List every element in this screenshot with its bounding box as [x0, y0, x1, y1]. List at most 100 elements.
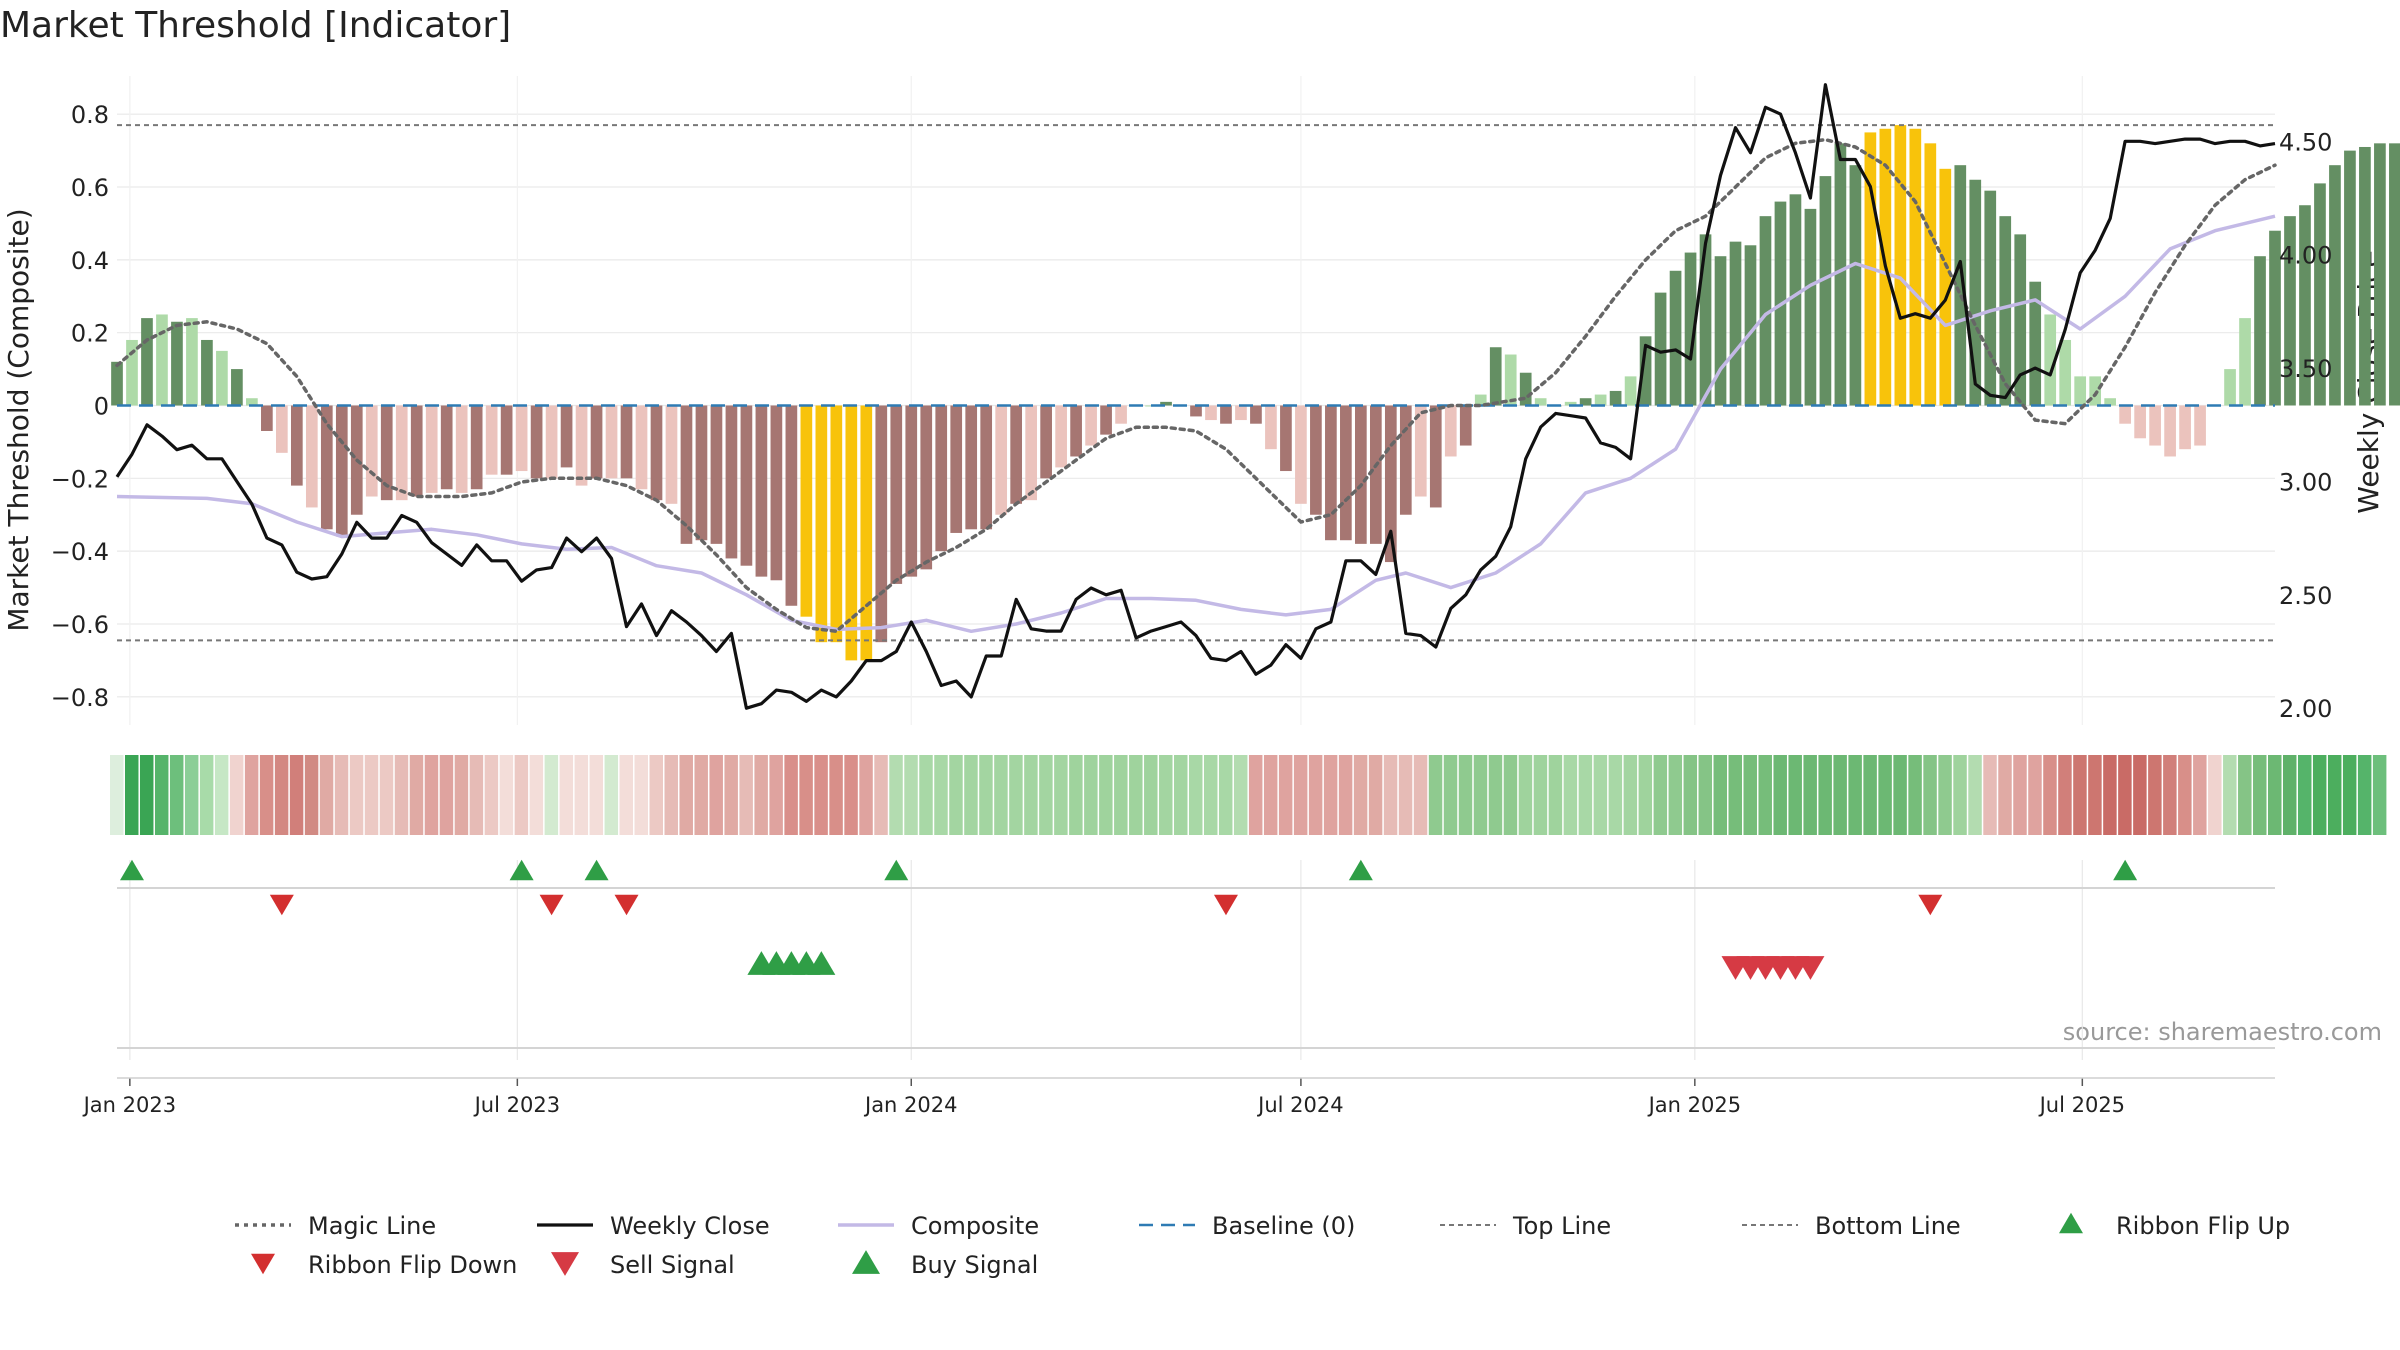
- ribbon-cell: [964, 755, 978, 835]
- x-tick-label: Jan 2023: [82, 1093, 177, 1117]
- histogram-bar: [1265, 405, 1277, 450]
- ribbon-cell: [2118, 755, 2132, 835]
- ribbon-cell: [214, 755, 229, 835]
- ribbon-cell: [814, 755, 828, 835]
- composite-line: [116, 214, 2276, 634]
- ribbon-cell: [574, 755, 589, 835]
- histogram-bar: [2104, 398, 2116, 406]
- ribbon-cell: [589, 755, 604, 835]
- histogram-bar: [2014, 234, 2027, 406]
- histogram-bar: [2029, 281, 2042, 406]
- y-tick-label: −0.6: [51, 611, 109, 639]
- histogram-bar: [1325, 405, 1337, 541]
- ribbon-cell: [124, 755, 139, 835]
- source-label: source: sharemaestro.com: [2063, 1018, 2382, 1046]
- ribbon-cell: [199, 755, 214, 835]
- histogram-bar: [2179, 405, 2191, 450]
- ribbon-cell: [1908, 755, 1922, 835]
- ribbon-cell: [2342, 755, 2357, 835]
- histogram-bar: [1624, 376, 1637, 406]
- ribbon-cell: [1998, 755, 2012, 835]
- histogram-bar: [2194, 405, 2206, 446]
- histogram-bar: [1474, 394, 1487, 406]
- ribbon-cell: [2043, 755, 2057, 835]
- histogram-bar: [740, 405, 753, 566]
- histogram-bar: [620, 405, 633, 479]
- legend-label: Sell Signal: [610, 1251, 735, 1279]
- ribbon-cell: [2372, 755, 2387, 835]
- histogram-bar: [1849, 165, 1862, 406]
- histogram-bar: [1355, 405, 1367, 544]
- histogram-bar: [1250, 405, 1262, 424]
- histogram-bar: [156, 314, 168, 406]
- histogram-bar: [815, 405, 828, 643]
- ribbon-cell: [1039, 755, 1053, 835]
- histogram-bar: [890, 405, 903, 584]
- ribbon-flip-down-marker: [1918, 894, 1943, 916]
- histogram-bar: [500, 405, 513, 475]
- y-tick-label: 0.6: [71, 174, 109, 202]
- histogram-bar: [1894, 125, 1907, 406]
- ribbon-cell: [154, 755, 169, 835]
- ribbon-cell: [1623, 755, 1638, 835]
- histogram-bar: [171, 321, 183, 406]
- legend-label: Baseline (0): [1212, 1212, 1355, 1240]
- ribbon-cell: [1713, 755, 1728, 835]
- ribbon-cell: [514, 755, 529, 835]
- ribbon-cell: [1593, 755, 1608, 835]
- ribbon-cell: [739, 755, 753, 835]
- histogram-bar: [1369, 405, 1382, 544]
- histogram-bar: [1759, 216, 1772, 406]
- histogram-bar: [980, 405, 993, 530]
- legend-ribbon-flip-down-icon: [251, 1253, 275, 1275]
- ribbon-cell: [2238, 755, 2252, 835]
- ribbon-flip-down-marker: [614, 894, 639, 916]
- histogram-bar: [785, 405, 798, 606]
- ribbon-cell: [1458, 755, 1473, 835]
- histogram-bar: [1310, 405, 1322, 515]
- ribbon-cell: [859, 755, 873, 835]
- histogram-bar: [111, 361, 123, 406]
- histogram-bar: [2119, 405, 2131, 424]
- ribbon-cell: [1848, 755, 1862, 835]
- y2-tick-label: 2.50: [2279, 582, 2332, 610]
- histogram-bar: [1819, 176, 1832, 406]
- histogram-bar: [1939, 168, 1952, 406]
- histogram-bar: [1834, 143, 1847, 406]
- weekly-close-line: [115, 83, 2276, 710]
- histogram-bar: [1909, 128, 1922, 406]
- ribbon-cell: [694, 755, 708, 835]
- ribbon-cell: [1293, 755, 1308, 835]
- magic-line: [115, 137, 2277, 634]
- ribbon-cell: [2297, 755, 2312, 835]
- ribbon-cell: [529, 755, 544, 835]
- legend-item: Ribbon Flip Up: [2059, 1212, 2290, 1240]
- histogram-bar: [2254, 256, 2266, 406]
- ribbon-cell: [1533, 755, 1548, 835]
- histogram-bar: [1384, 405, 1397, 563]
- histogram-bar: [875, 405, 888, 643]
- legend-ribbon-flip-up-icon: [2059, 1212, 2083, 1234]
- ribbon-cell: [110, 755, 124, 835]
- y2-tick-label: 4.00: [2279, 242, 2332, 270]
- ribbon-cell: [1024, 755, 1038, 835]
- ribbon-cell: [1233, 755, 1248, 835]
- y2-tick-label: 4.50: [2279, 128, 2332, 156]
- histogram-bar: [1654, 292, 1667, 406]
- ribbon-cell: [1353, 755, 1368, 835]
- histogram-bar: [695, 405, 708, 541]
- ribbon-flip-down-marker: [539, 894, 564, 916]
- histogram-bar: [1010, 405, 1023, 504]
- histogram-bar: [905, 405, 918, 577]
- legend-label: Top Line: [1512, 1212, 1611, 1240]
- histogram-bar: [335, 405, 348, 537]
- histogram-bar: [995, 405, 1008, 515]
- ribbon-cell: [994, 755, 1008, 835]
- ribbon-cell: [1323, 755, 1338, 835]
- histogram-bar: [2059, 339, 2072, 406]
- histogram-bar: [950, 405, 963, 533]
- histogram-bar: [725, 405, 738, 559]
- histogram-bar: [1459, 405, 1472, 446]
- histogram-bar: [965, 405, 978, 530]
- histogram-bar: [305, 405, 318, 508]
